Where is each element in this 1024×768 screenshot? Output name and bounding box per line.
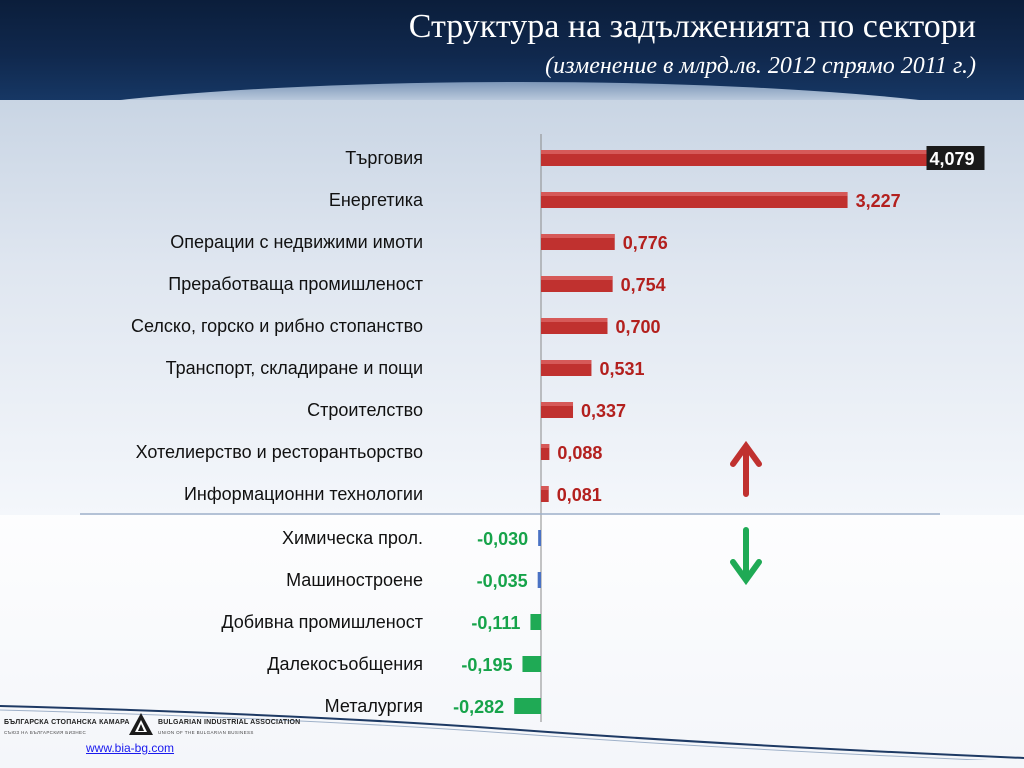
data-label: 0,088 xyxy=(557,443,602,463)
bar-highlight xyxy=(541,276,613,280)
bar xyxy=(537,572,541,588)
bar xyxy=(541,444,550,460)
data-label: 0,337 xyxy=(581,401,626,421)
category-label: Далекосъобщения xyxy=(267,654,423,674)
data-label: -0,111 xyxy=(471,613,520,633)
slide-header: Структура на задълженията по сектори (из… xyxy=(0,0,1024,100)
data-label: -0,282 xyxy=(453,697,504,717)
data-label: 0,700 xyxy=(616,317,661,337)
category-label: Информационни технологии xyxy=(184,484,423,504)
data-label: 0,081 xyxy=(557,485,602,505)
logo-subtext-en: UNION OF THE BULGARIAN BUSINESS xyxy=(158,730,254,735)
bar xyxy=(541,486,549,502)
bar-highlight xyxy=(541,486,549,490)
category-label: Селско, горско и рибно стопанство xyxy=(131,316,423,336)
category-label: Химическа прол. xyxy=(282,528,423,548)
category-label: Строителство xyxy=(307,400,423,420)
data-label: 4,079 xyxy=(930,149,975,169)
bar xyxy=(522,656,541,672)
bar-highlight xyxy=(541,234,615,238)
logo-text-en: BULGARIAN INDUSTRIAL ASSOCIATION xyxy=(158,719,301,726)
bar xyxy=(514,698,541,714)
arrow-up-icon xyxy=(730,440,762,497)
slide-subtitle: (изменение в млрд.лв. 2012 спрямо 2011 г… xyxy=(545,53,976,79)
data-label: -0,195 xyxy=(461,655,512,675)
bia-emblem-icon xyxy=(129,713,153,735)
category-label: Добивна промишленост xyxy=(221,612,423,632)
bar-highlight xyxy=(541,360,592,364)
category-label: Преработваща промишленост xyxy=(168,274,423,294)
category-label: Транспорт, складиране и пощи xyxy=(166,358,423,378)
bar xyxy=(530,614,541,630)
category-label: Енергетика xyxy=(329,190,424,210)
website-link[interactable]: www.bia-bg.com xyxy=(86,741,175,755)
data-label: 0,531 xyxy=(599,359,644,379)
category-label: Търговия xyxy=(345,148,423,168)
data-label: 3,227 xyxy=(856,191,901,211)
data-label: 0,776 xyxy=(623,233,668,253)
data-label-box xyxy=(926,146,985,170)
bar-highlight xyxy=(541,402,574,406)
bar xyxy=(538,530,541,546)
category-label: Хотелиерство и ресторантьорство xyxy=(136,442,423,462)
data-label: 0,754 xyxy=(621,275,666,295)
bia-logo: БЪЛГАРСКА СТОПАНСКА КАМАРА СЪЮЗ НА БЪЛГА… xyxy=(0,690,300,742)
data-label: -0,030 xyxy=(477,529,528,549)
slide-title: Структура на задълженията по сектори xyxy=(408,8,976,45)
bar-highlight xyxy=(541,150,929,154)
logo-text-bg: БЪЛГАРСКА СТОПАНСКА КАМАРА xyxy=(4,719,130,726)
bar-highlight xyxy=(541,192,848,196)
bar-highlight xyxy=(541,318,608,322)
bar-highlight xyxy=(541,444,550,448)
logo-subtext-bg: СЪЮЗ НА БЪЛГАРСКИЯ БИЗНЕС xyxy=(4,730,87,735)
category-label: Металургия xyxy=(325,696,423,716)
category-label: Машиностроене xyxy=(286,570,423,590)
chart-background-panel xyxy=(0,100,1024,515)
arrow-down-icon xyxy=(730,527,762,586)
category-label: Операции с недвижими имоти xyxy=(170,232,423,252)
footer-swoosh xyxy=(0,705,1024,760)
data-label: -0,035 xyxy=(477,571,528,591)
